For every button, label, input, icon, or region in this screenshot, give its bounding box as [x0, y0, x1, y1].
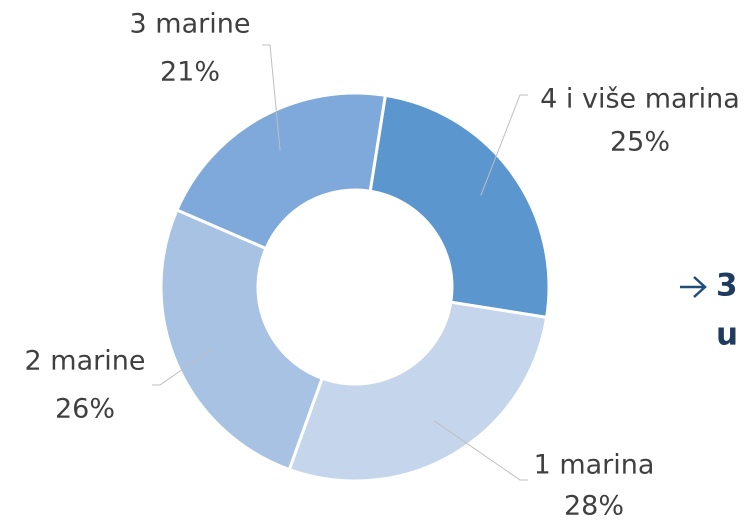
donut-slice	[174, 91, 388, 251]
value-label: 26%	[55, 394, 115, 425]
leader-line	[480, 94, 528, 196]
leader-line	[433, 420, 528, 481]
donut-slice	[287, 300, 549, 483]
category-label: 4 i više marina	[540, 84, 740, 115]
annotation: 3	[716, 268, 738, 304]
value-label: 25%	[610, 127, 670, 158]
category-label: 2 marine	[25, 346, 146, 377]
category-label: 3 marine	[130, 9, 251, 40]
donut-slice	[159, 207, 325, 472]
annotation: u	[716, 317, 738, 353]
donut-slice	[368, 93, 551, 320]
arrow	[680, 276, 707, 298]
leader-line	[152, 348, 213, 386]
leader-line	[262, 44, 281, 151]
value-label: 28%	[564, 491, 624, 520]
category-label: 1 marina	[534, 450, 655, 481]
value-label: 21%	[160, 57, 220, 88]
